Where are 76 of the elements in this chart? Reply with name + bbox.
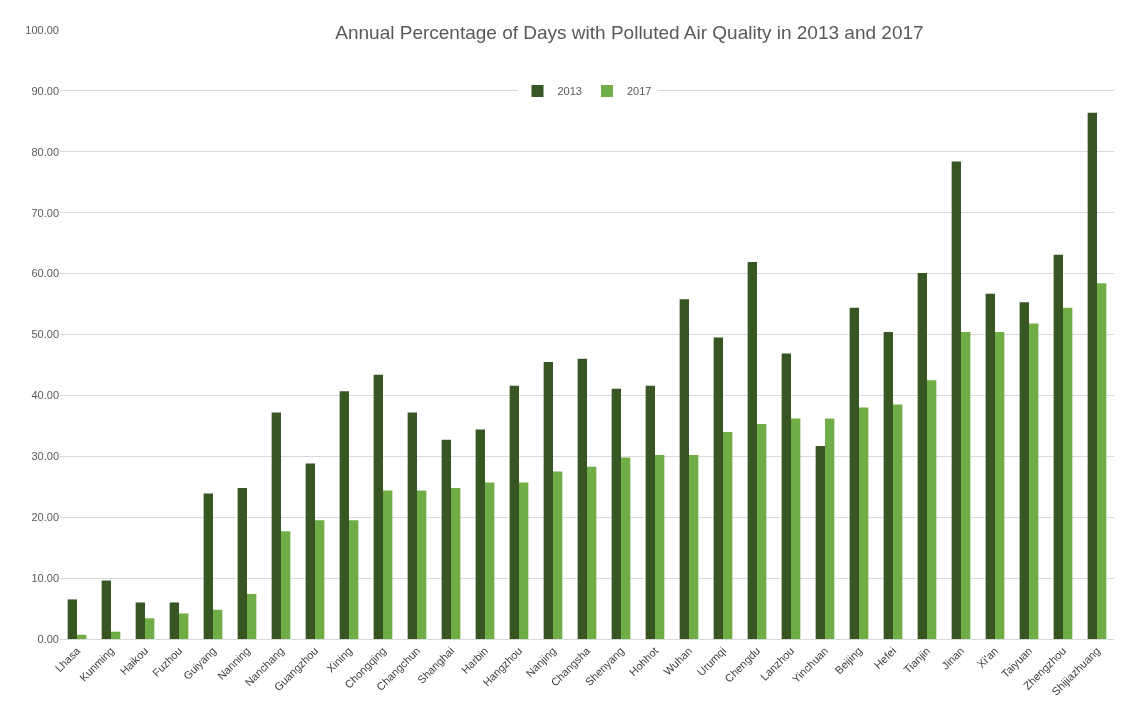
bar [893,404,903,639]
bar [917,272,927,639]
bar [587,466,597,639]
bar [145,618,155,639]
y-tick-label: 30.00 [31,450,59,463]
bar [1029,323,1039,639]
bar [407,412,417,639]
y-tick-label: 70.00 [31,206,59,219]
bar [203,493,213,639]
bar [655,455,665,639]
bar [723,431,733,639]
y-tick-label: 0.00 [37,632,59,645]
bar [281,531,291,639]
bar [713,337,723,639]
bar [441,439,451,639]
bar [927,380,937,639]
bar [951,161,961,639]
bar [305,463,315,639]
bar [791,418,801,639]
bar [825,418,835,639]
bar [77,634,87,639]
y-tick-label: 10.00 [31,571,59,584]
bar [1087,112,1097,639]
bar [883,332,893,639]
bar [247,593,257,639]
bar [1053,254,1063,639]
y-tick-label: 90.00 [31,84,59,97]
bar [543,361,553,639]
bar [111,631,121,639]
bar [645,385,655,639]
bar [689,455,699,639]
y-tick-label: 80.00 [31,145,59,158]
y-tick-label: 40.00 [31,389,59,402]
y-tick-label: 60.00 [31,267,59,280]
bar [577,358,587,639]
bar [621,457,631,639]
y-tick-label: 100.00 [25,23,59,36]
bar [135,602,145,639]
bar [747,262,757,639]
bar [339,391,349,639]
bar [373,374,383,639]
bar [781,353,791,639]
bar [519,482,529,639]
bar [985,293,995,639]
bar [475,429,485,639]
bar [417,490,427,639]
chart-title: Annual Percentage of Days with Polluted Air Quality in 2013 and 2017 [335,22,924,44]
bar [611,388,621,639]
bar [213,609,223,639]
bar [1097,283,1107,639]
legend-label: 2013 [557,85,582,98]
bar [485,482,495,639]
bar [849,307,859,639]
bar [349,520,359,639]
bar [67,599,77,639]
bar [1063,307,1073,639]
bar [383,490,393,639]
bar [101,580,111,639]
bar [815,445,825,639]
bar [995,332,1005,639]
bar [179,613,189,639]
bar [315,520,325,639]
bar [169,602,179,639]
bar [859,407,869,639]
bar [757,424,767,639]
bar [271,412,281,639]
bar [509,385,519,639]
bar [1019,302,1029,639]
legend-label: 2017 [626,85,652,98]
bar [553,471,563,639]
bar [451,487,461,639]
y-tick-label: 50.00 [31,328,59,341]
y-tick-label: 20.00 [31,511,59,524]
bar [679,299,689,639]
bar [237,487,247,639]
bar [961,332,971,639]
